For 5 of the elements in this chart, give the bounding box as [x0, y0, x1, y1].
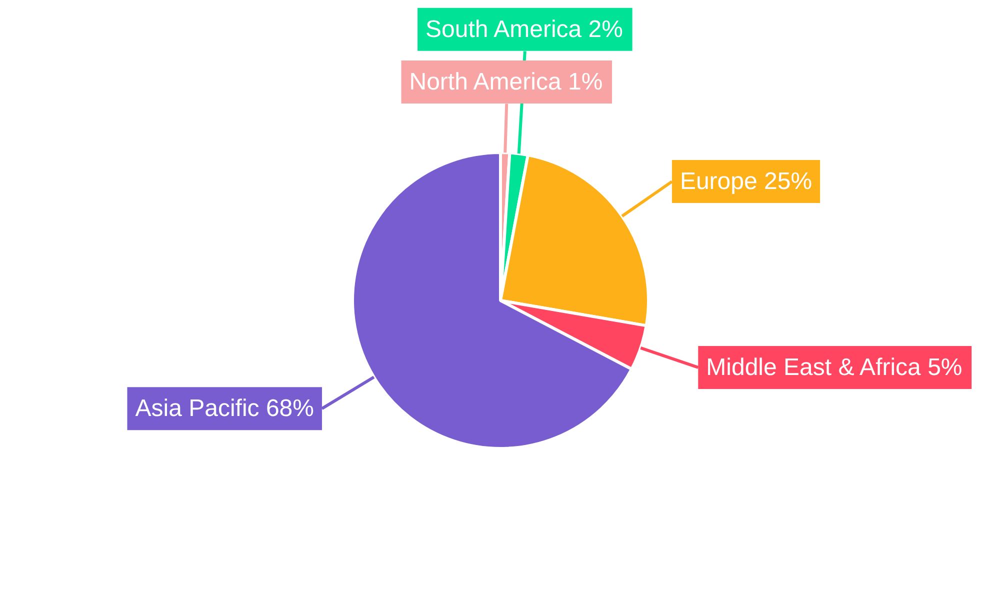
slice-label: Asia Pacific 68% [135, 395, 314, 422]
slice-label: Middle East & Africa 5% [706, 354, 962, 381]
slice-label: North America 1% [409, 68, 603, 96]
slice-label: Europe 25% [680, 168, 812, 196]
slice-label: South America 2% [426, 16, 623, 43]
